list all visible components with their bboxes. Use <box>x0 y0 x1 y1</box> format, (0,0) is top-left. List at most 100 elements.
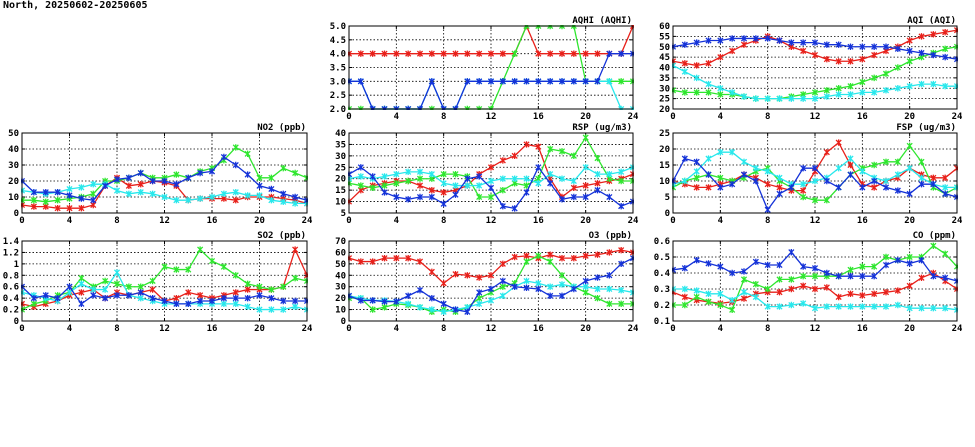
data-point-blue <box>800 165 807 172</box>
chart-aqhi: 0 4 8 12 16 20 24 2.0 2.5 3.0 3.5 4.0 4.5 5.0 AQHI (AQ… <box>330 16 639 122</box>
data-point-green <box>381 304 388 311</box>
data-point-green <box>618 78 625 85</box>
data-point-green <box>244 280 251 288</box>
x-tick-label: 20 <box>254 324 265 334</box>
y-tick-label: 0 <box>341 317 346 327</box>
data-point-blue <box>244 294 251 302</box>
data-point-blue <box>788 249 795 256</box>
data-point-cyan <box>681 177 688 185</box>
data-point-cyan <box>788 95 795 102</box>
data-point-blue <box>729 35 736 42</box>
y-tick-label: 45 <box>659 53 670 63</box>
data-point-cyan <box>357 173 364 180</box>
data-point-cyan <box>547 283 554 290</box>
data-point-red <box>535 50 542 57</box>
x-tick-label: 12 <box>159 216 170 226</box>
data-point-blue <box>523 284 530 292</box>
data-point-cyan <box>835 91 842 98</box>
data-point-blue <box>511 78 518 85</box>
data-point-cyan <box>161 193 168 201</box>
data-point-green <box>764 285 771 293</box>
y-tick-label: 0.5 <box>654 253 670 263</box>
data-point-green <box>476 193 483 201</box>
x-tick-label: 4 <box>718 112 724 122</box>
data-point-red <box>942 174 949 181</box>
series-group <box>348 246 634 316</box>
data-point-cyan <box>256 192 263 199</box>
y-tick-label: 35 <box>659 74 670 84</box>
data-point-blue <box>102 182 109 189</box>
data-point-green <box>54 197 61 204</box>
data-point-red <box>835 58 842 65</box>
y-tick-label: 3.0 <box>330 77 346 87</box>
data-point-cyan <box>776 95 783 102</box>
data-point-red <box>440 189 447 196</box>
data-point-green <box>582 134 589 141</box>
data-point-red <box>788 285 795 293</box>
data-point-cyan <box>942 184 949 191</box>
data-point-cyan <box>752 293 759 301</box>
data-point-cyan <box>558 281 566 288</box>
y-tick-label: 0 <box>665 209 670 219</box>
data-point-blue <box>594 274 601 281</box>
y-tick-label: 0.8 <box>3 271 19 281</box>
data-point-cyan <box>906 82 913 90</box>
data-point-red <box>244 286 251 293</box>
data-point-red <box>558 254 566 262</box>
x-tick-label: 20 <box>904 216 915 226</box>
data-point-cyan <box>582 283 589 290</box>
data-point-blue <box>906 260 913 267</box>
data-point-red <box>173 294 180 302</box>
data-point-blue <box>859 184 866 191</box>
y-tick-label: 0.2 <box>654 301 670 311</box>
data-point-blue <box>835 273 842 280</box>
x-tick-label: 16 <box>857 112 868 122</box>
data-point-cyan <box>894 85 901 92</box>
data-point-cyan <box>764 168 771 175</box>
data-point-cyan <box>137 189 144 196</box>
data-point-blue <box>523 189 530 196</box>
data-point-red <box>428 50 435 57</box>
y-tick-label: 40 <box>8 145 19 155</box>
data-point-cyan <box>137 294 144 302</box>
data-point-green <box>906 142 913 149</box>
y-tick-label: 20 <box>335 175 346 185</box>
data-point-cyan <box>547 170 554 178</box>
data-point-green <box>499 283 506 290</box>
data-point-green <box>894 64 901 71</box>
data-point-blue <box>357 297 364 304</box>
data-point-blue <box>823 177 830 185</box>
data-point-red <box>918 33 925 40</box>
data-point-cyan <box>942 305 949 312</box>
data-point-blue <box>197 297 204 305</box>
data-point-cyan <box>835 165 842 172</box>
data-point-blue <box>681 265 688 272</box>
data-point-cyan <box>220 190 227 197</box>
data-point-cyan <box>416 168 424 176</box>
data-point-green <box>499 186 506 194</box>
data-point-blue <box>280 190 287 197</box>
y-tick-label: 10 <box>335 306 346 316</box>
data-point-cyan <box>800 95 807 102</box>
data-point-green <box>823 87 830 94</box>
data-point-cyan <box>66 289 73 296</box>
y-tick-label: 70 <box>335 237 346 247</box>
chart-title: FSP (ug/m3) <box>896 123 956 133</box>
data-point-blue <box>776 261 783 269</box>
y-tick-label: 0.1 <box>654 317 670 327</box>
data-point-red <box>906 282 913 289</box>
data-point-green <box>681 89 688 96</box>
y-tick-label: 0.6 <box>3 283 19 293</box>
data-point-blue <box>452 306 459 313</box>
x-tick-label: 0 <box>670 216 675 226</box>
y-tick-label: 10 <box>335 198 346 208</box>
data-point-blue <box>440 300 447 308</box>
data-point-blue <box>906 47 913 55</box>
data-point-red <box>894 287 901 294</box>
y-tick-label: 0 <box>14 209 19 219</box>
data-point-red <box>594 251 601 258</box>
data-point-cyan <box>535 180 542 187</box>
data-point-green <box>232 272 239 279</box>
data-point-green <box>393 180 400 187</box>
